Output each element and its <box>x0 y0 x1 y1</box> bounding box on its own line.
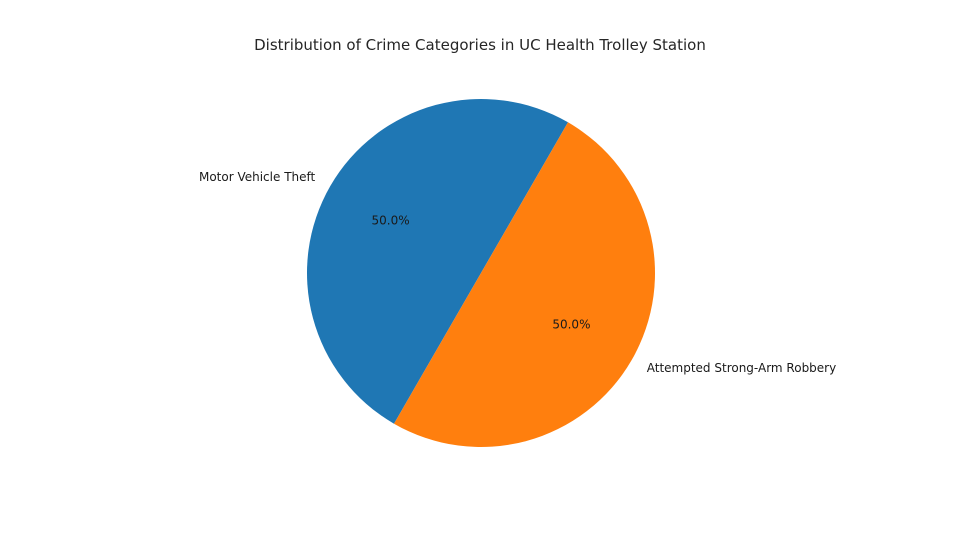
pie-slice-2 <box>394 122 656 448</box>
pie-slices <box>306 98 656 448</box>
pie-labels: Motor Vehicle Theft 50.0% Attempted Strong… <box>199 170 836 375</box>
slice-percent-1: 50.0% <box>372 213 410 227</box>
pie-slice-1 <box>306 98 568 424</box>
slice-label-2: Attempted Strong-Arm Robbery <box>647 361 836 375</box>
chart-title: Distribution of Crime Categories in UC H… <box>254 36 706 54</box>
slice-percent-2: 50.0% <box>552 318 590 332</box>
slice-label-1: Motor Vehicle Theft <box>199 170 316 184</box>
